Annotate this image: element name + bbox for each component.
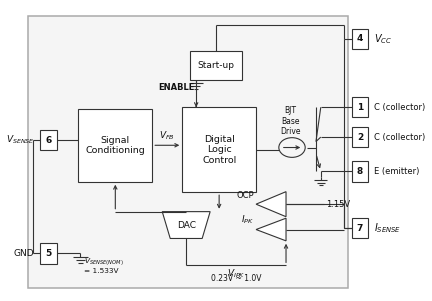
Text: $V_{SENSE}$: $V_{SENSE}$ <box>6 134 35 146</box>
Bar <box>352 97 368 117</box>
Text: $I_{PK}$: $I_{PK}$ <box>241 213 254 226</box>
Bar <box>40 243 57 264</box>
Text: Start-up: Start-up <box>198 61 235 70</box>
Text: 7: 7 <box>357 224 363 233</box>
Bar <box>40 130 57 150</box>
FancyBboxPatch shape <box>29 16 348 288</box>
Bar <box>352 218 368 238</box>
Text: DAC: DAC <box>177 221 196 230</box>
Text: $V_{IPK}$: $V_{IPK}$ <box>227 268 245 280</box>
Text: GND: GND <box>14 249 35 258</box>
Text: 6: 6 <box>45 135 51 144</box>
Polygon shape <box>162 212 210 238</box>
Text: C (collector): C (collector) <box>374 103 425 112</box>
Text: 1: 1 <box>357 103 363 112</box>
Text: Digital
Logic
Control: Digital Logic Control <box>202 135 236 165</box>
Text: 5: 5 <box>45 249 51 258</box>
Polygon shape <box>256 192 286 217</box>
Text: E (emitter): E (emitter) <box>374 167 419 176</box>
Text: BJT
Base
Drive: BJT Base Drive <box>280 106 300 136</box>
Bar <box>352 29 368 49</box>
Text: 8: 8 <box>357 167 363 176</box>
Text: $V_{CC}$: $V_{CC}$ <box>374 32 392 45</box>
Bar <box>182 107 256 192</box>
Bar <box>190 51 242 80</box>
Text: Signal
Conditioning: Signal Conditioning <box>86 135 145 155</box>
Text: $V_{SENSE(NOM)}$
= 1.533V: $V_{SENSE(NOM)}$ = 1.533V <box>84 256 124 274</box>
Text: C (collector): C (collector) <box>374 132 425 141</box>
Bar <box>352 127 368 147</box>
Text: 4: 4 <box>357 34 363 43</box>
Text: 1.15V: 1.15V <box>326 200 350 209</box>
Text: 0.23V ~ 1.0V: 0.23V ~ 1.0V <box>211 274 261 283</box>
Text: $I_{SENSE}$: $I_{SENSE}$ <box>374 221 401 235</box>
Text: OCP: OCP <box>236 191 254 200</box>
Text: 2: 2 <box>357 132 363 141</box>
Text: ENABLE: ENABLE <box>158 83 194 92</box>
Text: $V_{FB}$: $V_{FB}$ <box>159 129 175 142</box>
Bar <box>352 161 368 182</box>
Bar <box>78 109 152 182</box>
Polygon shape <box>256 218 286 241</box>
